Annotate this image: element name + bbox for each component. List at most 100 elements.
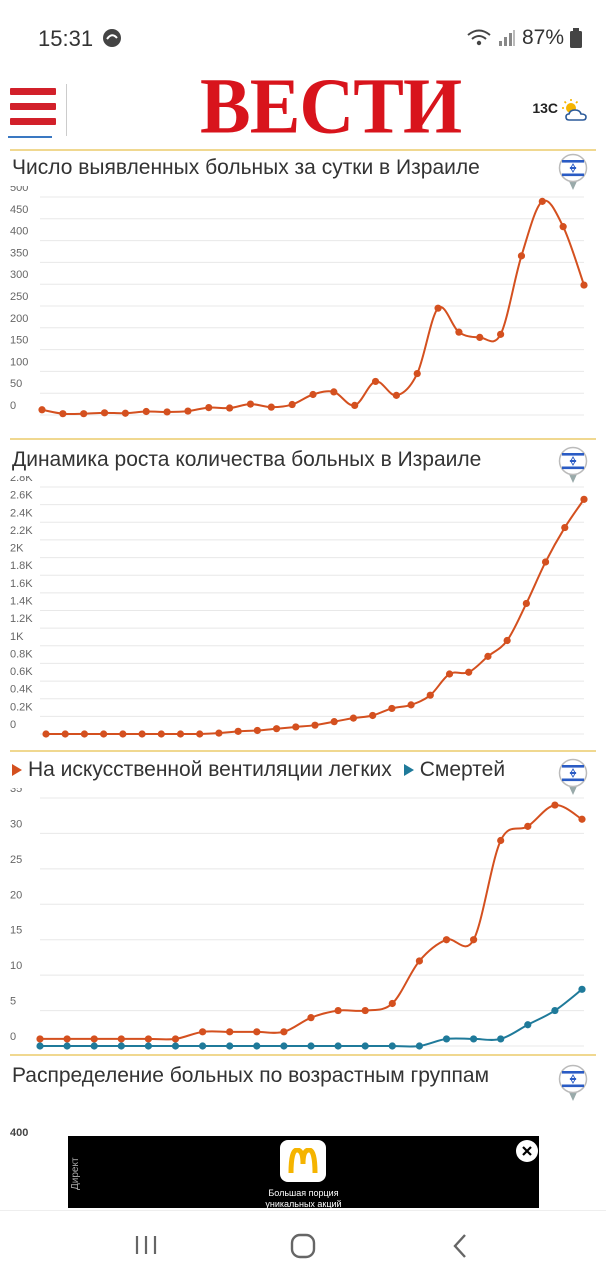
- legend-marker-deaths: [403, 764, 414, 776]
- section-title-age-groups: Распределение больных по возрастным груп…: [12, 1064, 490, 1087]
- battery-percent: 87%: [521, 26, 564, 49]
- data-point: [100, 730, 108, 738]
- data-point: [497, 330, 505, 338]
- legend-ventilation: На искусственной вентиляции легких: [28, 758, 392, 781]
- data-point: [63, 1042, 71, 1050]
- y-tick-label: 1K: [10, 631, 24, 643]
- y-tick-label: 150: [10, 335, 28, 347]
- data-point: [307, 1014, 315, 1022]
- israel-flag-icon[interactable]: [558, 446, 588, 484]
- ad-banner[interactable]: Директ Большая порция уникальных акций: [68, 1136, 539, 1208]
- y-tick-label: 400: [10, 226, 28, 238]
- data-point: [117, 1035, 125, 1043]
- chart-ventilation-deaths: 35 30 25 20 15 10 5 0: [10, 788, 586, 1050]
- data-point: [434, 304, 442, 312]
- header-divider: [66, 84, 67, 136]
- data-point: [61, 730, 69, 738]
- data-point: [272, 725, 281, 733]
- data-point: [442, 1035, 451, 1043]
- wifi-icon: [466, 28, 492, 48]
- y-tick-label: 400: [10, 1127, 29, 1139]
- data-point: [465, 668, 473, 676]
- data-point: [392, 391, 400, 399]
- weather-temp: 13C: [532, 100, 558, 116]
- data-point: [522, 599, 530, 608]
- data-point: [330, 718, 338, 726]
- data-point: [246, 400, 255, 408]
- y-tick-label: 0: [10, 400, 16, 412]
- data-point: [90, 1042, 98, 1050]
- close-icon[interactable]: [516, 1140, 538, 1162]
- y-tick-label: 2K: [10, 543, 24, 555]
- data-point: [280, 1028, 288, 1036]
- data-point: [415, 1042, 423, 1050]
- ad-text-line2: уникальных акций: [265, 1199, 342, 1208]
- chart-total-cases: 2.8K 2.6K 2.4K 2.2K 2K 1.8K 1.6K 1.4K 1.2K 1K 0.8K…: [10, 476, 588, 738]
- data-point: [199, 1028, 207, 1036]
- data-point: [309, 390, 317, 399]
- section-divider: [10, 149, 596, 151]
- data-point: [215, 729, 223, 737]
- y-tick-label: 250: [10, 291, 28, 303]
- data-point: [503, 636, 511, 645]
- ad-text-line1: Большая порция: [268, 1188, 339, 1198]
- ad-text: Большая порция уникальных акций: [68, 1188, 539, 1208]
- data-point: [578, 985, 586, 993]
- y-tick-label: 1.6K: [10, 578, 33, 590]
- legend-deaths: Смертей: [419, 758, 506, 781]
- y-tick-label: 0.4K: [10, 684, 33, 696]
- y-tick-label: 25: [10, 854, 22, 866]
- y-tick-label: 2.4K: [10, 507, 33, 519]
- data-point: [361, 1042, 369, 1050]
- israel-flag-icon[interactable]: [558, 758, 588, 796]
- data-point: [476, 333, 484, 341]
- series-line-0: [41, 199, 585, 416]
- data-point: [497, 1035, 505, 1043]
- weather-widget[interactable]: 13C: [532, 98, 590, 129]
- data-point: [292, 723, 300, 731]
- data-point: [407, 701, 415, 709]
- data-point: [580, 495, 588, 503]
- data-point: [36, 1042, 44, 1050]
- data-point: [484, 652, 492, 660]
- y-tick-label: 0.8K: [10, 648, 33, 660]
- data-point: [226, 404, 234, 412]
- data-point: [253, 1042, 261, 1050]
- data-point: [371, 377, 380, 386]
- hamburger-menu-button[interactable]: [10, 86, 56, 126]
- mcdonalds-logo-icon[interactable]: [280, 1140, 326, 1182]
- data-point: [196, 730, 204, 738]
- y-tick-label: 350: [10, 247, 28, 259]
- data-point: [38, 406, 46, 414]
- data-point: [199, 1042, 207, 1050]
- y-tick-label: 450: [10, 204, 28, 216]
- section-title-total-cases: Динамика роста количества больных в Изра…: [12, 448, 482, 471]
- legend-marker-ventilation: [12, 764, 22, 776]
- israel-flag-icon[interactable]: [558, 1064, 588, 1102]
- y-tick-label: 50: [10, 378, 22, 390]
- data-point: [538, 197, 546, 205]
- data-point: [551, 801, 559, 809]
- data-point: [117, 1042, 125, 1050]
- y-tick-label: 15: [10, 925, 22, 937]
- data-point: [445, 670, 454, 678]
- data-point: [442, 936, 451, 944]
- data-point: [334, 1042, 342, 1050]
- vesti-logo[interactable]: ВЕСТИ: [200, 61, 462, 151]
- data-point: [63, 1035, 71, 1043]
- home-icon[interactable]: [290, 1233, 316, 1264]
- site-header: ВЕСТИ 13C: [0, 66, 606, 148]
- israel-flag-icon[interactable]: [558, 153, 588, 191]
- y-tick-label: 10: [10, 960, 22, 972]
- data-point: [311, 721, 319, 729]
- section-title-daily-cases: Число выявленных больных за сутки в Изра…: [12, 156, 480, 179]
- data-point: [171, 1042, 180, 1050]
- recent-apps-icon[interactable]: [134, 1233, 158, 1262]
- back-icon[interactable]: [452, 1233, 468, 1264]
- section-divider: [10, 438, 596, 440]
- data-point: [524, 822, 532, 830]
- y-tick-label: 1.2K: [10, 613, 33, 625]
- data-point: [288, 400, 296, 409]
- data-point: [205, 403, 213, 412]
